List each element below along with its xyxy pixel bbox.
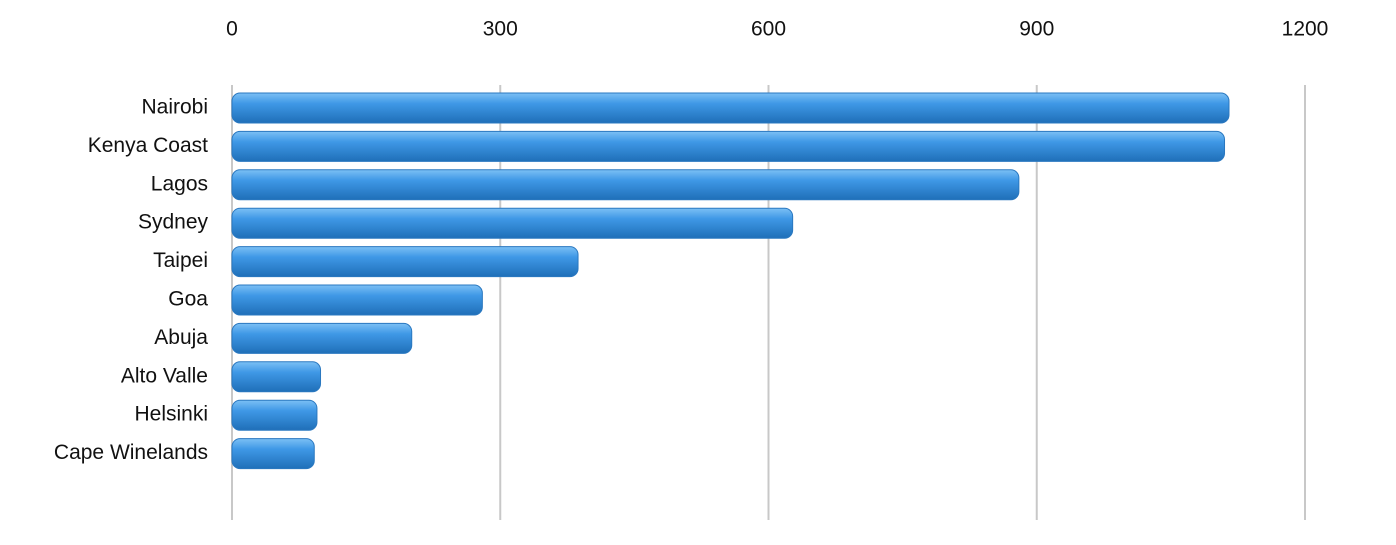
x-tick-label: 300: [483, 18, 518, 41]
bar: [231, 361, 322, 393]
y-tick-label: Alto Valle: [121, 364, 208, 387]
bar: [231, 322, 413, 354]
y-tick-label: Nairobi: [141, 96, 208, 119]
bar: [231, 130, 1226, 162]
bar: [231, 438, 315, 470]
y-tick-label: Lagos: [151, 172, 208, 195]
y-tick-label: Abuja: [154, 326, 208, 349]
x-tick-label: 900: [1019, 18, 1054, 41]
bar: [231, 92, 1230, 124]
x-tick-label: 600: [751, 18, 786, 41]
bar: [231, 284, 483, 316]
y-tick-label: Helsinki: [134, 403, 208, 426]
x-tick-label: 0: [226, 18, 238, 41]
bar: [231, 399, 318, 431]
bar: [231, 207, 794, 239]
y-tick-label: Goa: [168, 288, 208, 311]
y-tick-label: Kenya Coast: [88, 134, 208, 157]
x-tick-label: 1200: [1282, 18, 1329, 41]
bar: [231, 169, 1020, 201]
y-tick-label: Taipei: [153, 249, 208, 272]
y-tick-label: Cape Winelands: [54, 441, 208, 464]
bar: [231, 246, 579, 278]
y-tick-label: Sydney: [138, 211, 209, 234]
